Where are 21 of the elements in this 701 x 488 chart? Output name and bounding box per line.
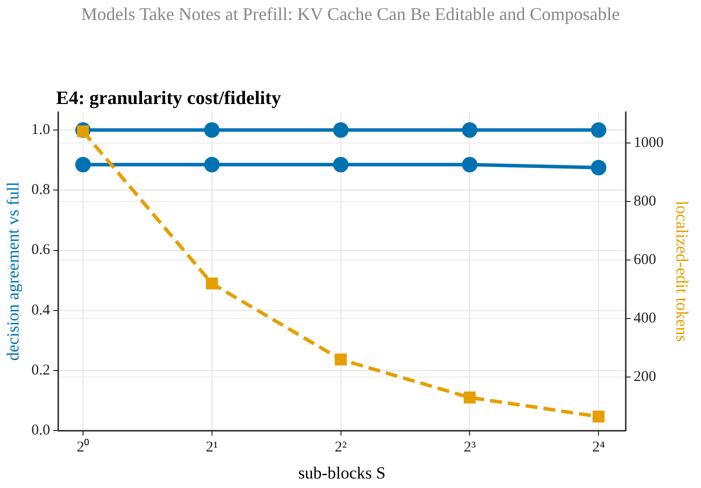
- y-tick-label: 0.6: [31, 242, 51, 258]
- y-tick-label: 0.0: [31, 422, 50, 439]
- x-tick-label: 2⁰: [76, 438, 90, 456]
- chart-subtitle: E4: granularity cost/fidelity: [56, 88, 282, 109]
- y-tick-label: 0.8: [31, 182, 50, 198]
- chart-title: Models Take Notes at Prefill: KV Cache Can Be Editable and Composable: [81, 4, 620, 24]
- y-tick-label: 0.2: [31, 362, 50, 378]
- x-tick-label: 2³: [464, 440, 476, 456]
- y2-tick-label: 200: [634, 369, 656, 385]
- y-axis-title: decision agreement vs full: [4, 182, 23, 361]
- y2-tick-label: 600: [634, 252, 656, 268]
- y2-axis-title: localized-edit tokens: [672, 200, 692, 342]
- y-tick-label: 0.4: [31, 302, 51, 318]
- x-tick-label: 2¹: [206, 440, 218, 456]
- y-tick-label: 1.0: [31, 122, 50, 138]
- y2-tick-label: 800: [634, 193, 656, 210]
- y2-tick-label: 1000: [634, 134, 664, 151]
- x-axis-title: sub-blocks S: [298, 463, 386, 482]
- y2-tick-label: 400: [634, 310, 656, 326]
- x-tick-label: 2⁴: [592, 440, 605, 456]
- x-tick-label: 2²: [334, 440, 348, 456]
